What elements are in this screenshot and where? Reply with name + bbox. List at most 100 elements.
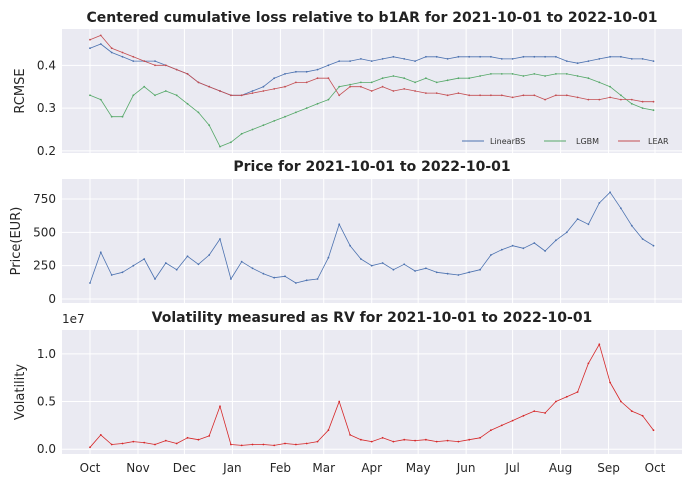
data-point — [652, 244, 655, 247]
data-point — [251, 92, 254, 94]
x-tick-label: Oct — [645, 461, 666, 475]
data-point — [533, 73, 536, 75]
data-point — [208, 254, 211, 256]
data-point — [327, 77, 330, 80]
data-point — [490, 254, 492, 256]
data-point — [555, 239, 557, 242]
y-tick-label: 750 — [33, 192, 56, 206]
data-point — [284, 442, 286, 445]
data-point — [598, 58, 601, 60]
y-tick-label: 0.5 — [37, 395, 56, 409]
data-point — [576, 218, 579, 220]
data-point — [360, 438, 362, 441]
volatility-y-ticks: 0.0 0.5 1.0 — [37, 347, 56, 456]
data-point — [544, 55, 546, 58]
data-point — [446, 94, 449, 97]
data-point — [565, 231, 568, 234]
data-point — [609, 381, 611, 384]
data-point — [230, 94, 232, 97]
loss-panel: 0.2 0.3 0.4 Centered cumulative loss relat… — [13, 10, 682, 158]
data-point — [327, 98, 330, 101]
data-point — [121, 271, 124, 274]
data-point — [273, 276, 276, 279]
data-point — [620, 98, 622, 101]
data-point — [175, 442, 178, 445]
y-tick-label: 0 — [48, 292, 56, 306]
x-tick-label: May — [406, 461, 431, 475]
data-point — [143, 258, 146, 260]
volatility-scale-label: 1e7 — [62, 312, 85, 326]
data-point — [522, 75, 525, 77]
data-point — [370, 264, 373, 267]
data-point — [284, 275, 286, 278]
data-point — [175, 94, 178, 97]
data-point — [500, 94, 503, 97]
data-point — [143, 85, 146, 88]
data-point — [208, 85, 211, 88]
data-point — [360, 58, 362, 60]
data-point — [262, 443, 265, 446]
data-point — [544, 98, 546, 101]
data-point — [164, 90, 167, 92]
x-tick-label: Jun — [456, 461, 476, 475]
price-grid — [62, 179, 682, 303]
data-point — [587, 60, 590, 62]
data-point — [457, 77, 460, 80]
price-y-axis-label: Price(EUR) — [9, 207, 24, 276]
data-point — [630, 98, 633, 101]
x-tick-label: Jul — [504, 461, 519, 475]
data-point — [295, 443, 297, 446]
data-point — [641, 238, 644, 240]
data-point — [121, 55, 124, 58]
data-point — [435, 271, 438, 274]
x-tick-label: Feb — [270, 461, 291, 475]
data-point — [576, 96, 579, 99]
data-point — [305, 107, 308, 109]
data-point — [425, 55, 427, 58]
data-point — [230, 278, 232, 280]
data-point — [284, 73, 286, 75]
data-point — [338, 223, 341, 226]
legend-label-linearbs: LinearBS — [490, 137, 525, 146]
data-point — [121, 115, 124, 118]
data-point — [652, 109, 655, 112]
data-point — [316, 278, 319, 280]
data-point — [446, 79, 449, 82]
loss-legend: LinearBS LGBM LEAR — [462, 137, 669, 146]
data-point — [630, 102, 633, 105]
data-point — [273, 77, 276, 80]
data-point — [392, 55, 395, 58]
legend-label-lear: LEAR — [648, 137, 669, 146]
data-point — [251, 267, 254, 270]
data-point — [435, 81, 438, 84]
data-point — [121, 51, 124, 54]
data-point — [522, 247, 525, 250]
data-point — [555, 55, 557, 58]
data-point — [99, 43, 102, 45]
data-point — [522, 94, 525, 97]
data-point — [479, 94, 481, 97]
data-point — [630, 224, 633, 227]
data-point — [425, 267, 427, 270]
data-point — [479, 436, 481, 439]
data-point — [630, 410, 633, 412]
data-point — [219, 405, 221, 408]
data-point — [99, 98, 102, 101]
data-point — [479, 75, 481, 77]
legend-label-lgbm: LGBM — [576, 137, 599, 146]
price-chart-title: Price for 2021-10-01 to 2022-10-01 — [233, 159, 510, 175]
data-point — [414, 60, 416, 62]
data-point — [533, 242, 536, 244]
data-point — [164, 64, 167, 67]
x-tick-label: Oct — [80, 461, 101, 475]
data-point — [110, 274, 113, 276]
data-point — [99, 434, 102, 436]
data-point — [143, 60, 146, 62]
data-point — [164, 262, 167, 264]
data-point — [284, 85, 286, 88]
data-point — [565, 60, 568, 62]
data-point — [295, 70, 297, 73]
data-point — [652, 429, 655, 432]
data-point — [620, 207, 622, 210]
data-point — [392, 440, 395, 443]
